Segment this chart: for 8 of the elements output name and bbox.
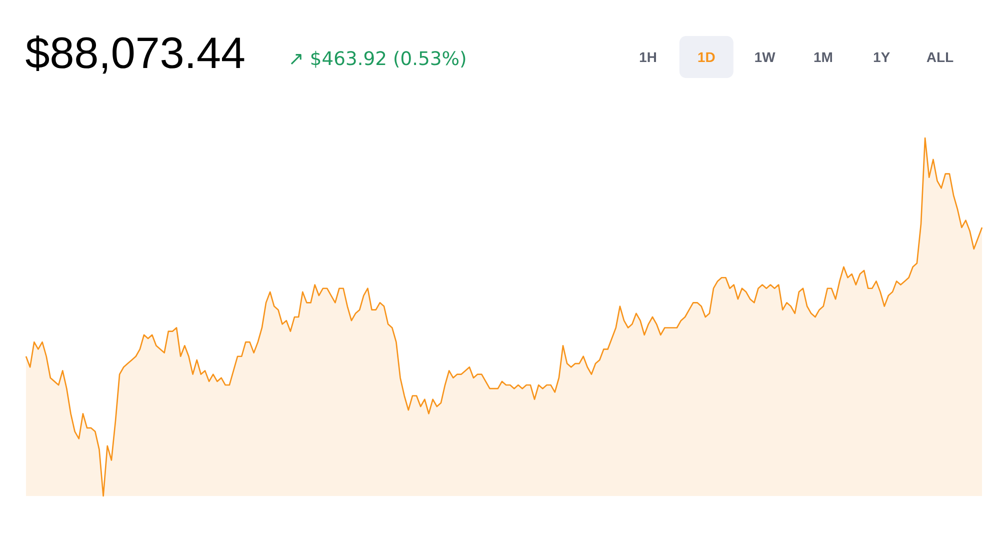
chart-title: $88,073.44	[26, 35, 244, 74]
text: 1W	[755, 52, 776, 62]
text: ALL	[926, 52, 954, 62]
chart-subtitle: ↗ $463.92 (0.53%)	[290, 50, 466, 68]
text: 1Y	[874, 52, 890, 62]
text: 1D	[698, 52, 715, 62]
text: 1H	[640, 52, 656, 62]
text: 1M	[814, 52, 832, 62]
